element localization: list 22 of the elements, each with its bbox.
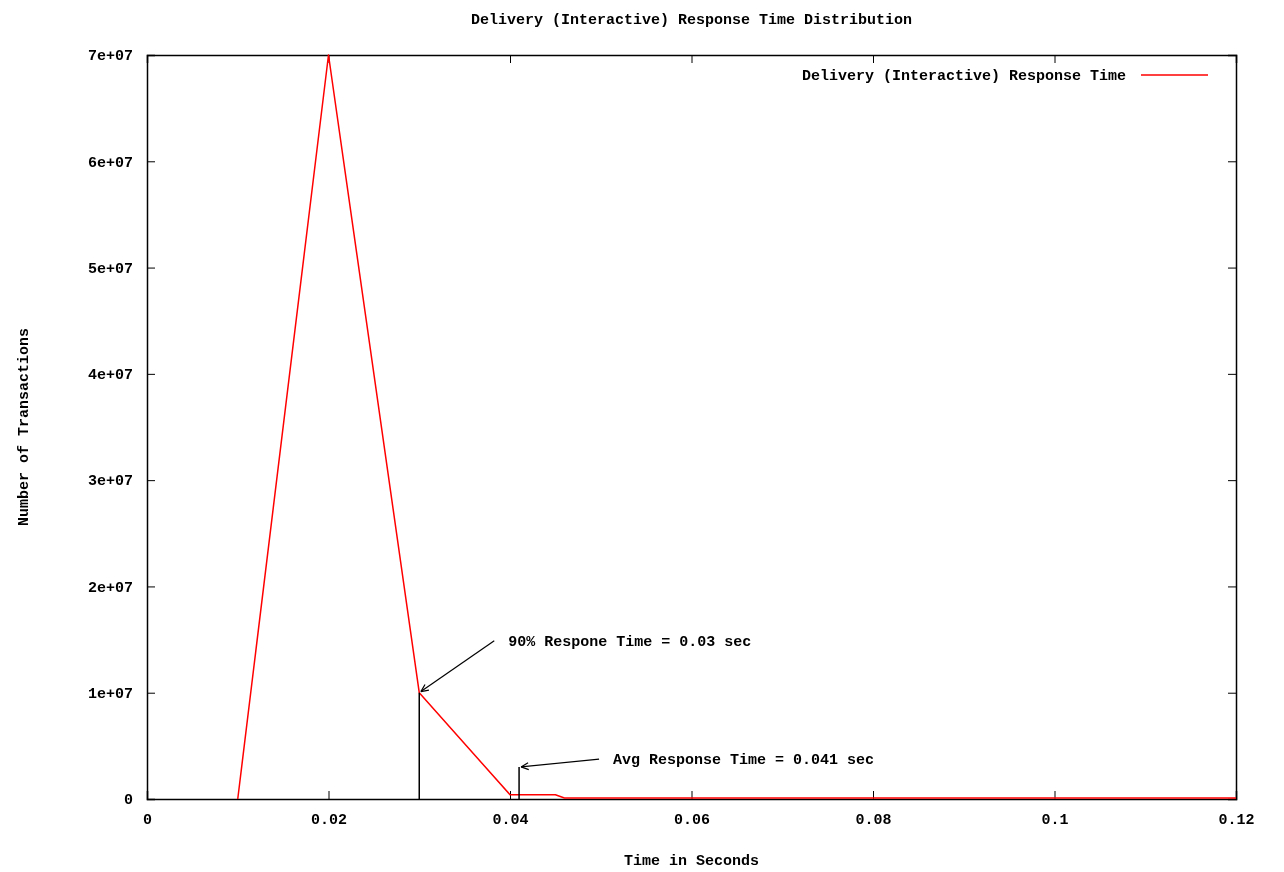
annotation: 90% Respone Time = 0.03 sec [508,633,752,651]
line-series [237,54,1237,800]
y-tick-label: 7e+07 [87,48,133,66]
legend-label: Delivery (Interactive) Response Time [801,68,1126,85]
x-tick-label: 0.08 [855,811,892,829]
y-tick-label: 5e+07 [87,260,133,278]
y-tick-label: 6e+07 [87,154,133,172]
y-tick-label: 2e+07 [87,579,133,597]
y-axis-title: Number of Transactions [16,327,33,527]
y-tick-label: 3e+07 [87,473,133,491]
y-tick-label: 0 [123,792,133,810]
y-tick-label: 1e+07 [87,686,133,704]
x-tick-label: 0.06 [673,811,711,829]
x-tick-label: 0.12 [1218,811,1255,829]
chart-title: Delivery (Interactive) Response Time Distribution [470,12,913,29]
x-tick-label: 0.02 [310,811,348,829]
x-tick-label: 0.1 [1041,811,1069,829]
annotation: Avg Response Time = 0.041 sec [613,752,875,770]
y-tick-label: 4e+07 [87,367,133,385]
x-tick-label: 0.04 [492,811,529,829]
x-tick-label: 0 [142,811,153,829]
x-axis-title: Time in Seconds [623,853,760,870]
